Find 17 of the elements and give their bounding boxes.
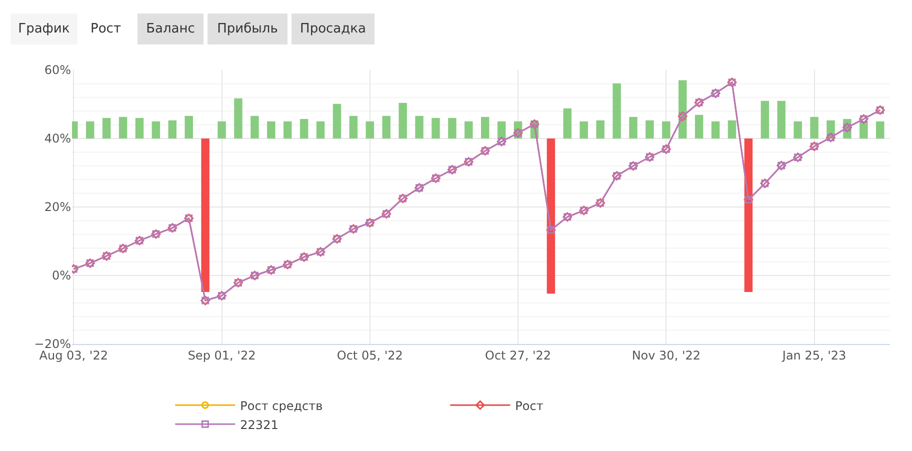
text: Просадка [300, 22, 366, 36]
y-tick-label: 60% [44, 63, 71, 78]
y-tick-label: 0% [52, 268, 71, 283]
legend-label: Рост [515, 398, 544, 413]
x-tick-label: Oct 27, '22 [485, 348, 552, 362]
y-tick-label: 20% [44, 200, 71, 214]
x-tick-label: Nov 30, '22 [632, 348, 701, 362]
text: Рост [90, 22, 122, 36]
text: Баланс [146, 22, 195, 36]
x-tick-label: Jan 25, '23 [781, 348, 846, 362]
legend-label: 22321 [240, 418, 278, 432]
y-tick-label: 40% [44, 132, 71, 146]
x-tick-label: Sep 01, '22 [188, 348, 256, 362]
text: График [18, 22, 70, 36]
text: Прибыль [217, 22, 278, 36]
x-tick-label: Oct 05, '22 [336, 348, 403, 362]
legend-label: Рост средств [240, 398, 323, 413]
